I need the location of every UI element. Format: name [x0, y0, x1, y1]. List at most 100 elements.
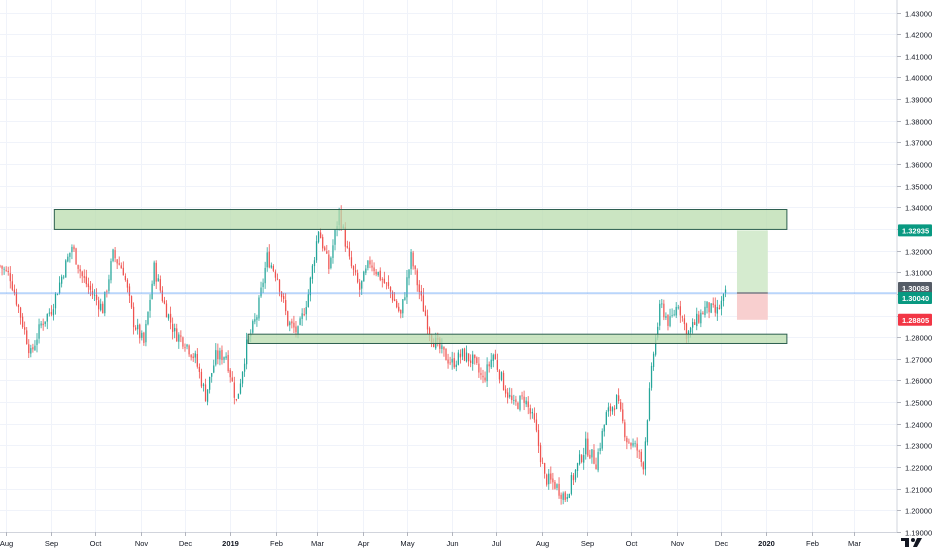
candle-body	[507, 392, 509, 398]
candle-body	[182, 337, 184, 347]
candle-body	[231, 377, 233, 382]
candle-body	[385, 282, 388, 284]
price-tick-label: 1.34000	[905, 204, 932, 213]
candle-body	[100, 303, 102, 311]
candle-body	[260, 287, 262, 297]
candle-body	[391, 291, 394, 301]
candle-body	[696, 313, 698, 327]
time-tick-label: Mar	[848, 539, 861, 548]
candle-body	[488, 364, 490, 367]
candle-body	[46, 313, 48, 322]
candle-body	[410, 251, 412, 269]
candle-body	[675, 306, 677, 316]
candle-body	[704, 306, 706, 316]
candle-body	[274, 271, 277, 278]
time-tick-label: 2020	[758, 539, 775, 548]
price-tick-label: 1.32000	[905, 248, 932, 257]
candle-body	[126, 280, 129, 288]
candle-body	[478, 363, 480, 373]
candle-body	[81, 271, 83, 277]
candle-body	[334, 230, 336, 245]
candle-body	[492, 354, 494, 361]
candle-body	[544, 463, 546, 474]
candle-body	[597, 452, 599, 471]
candle-body	[42, 323, 44, 326]
candle-body	[428, 328, 431, 335]
candle-body	[402, 299, 404, 314]
candle-body	[291, 321, 293, 324]
candle-body	[186, 344, 188, 347]
price-tick-label: 1.36000	[905, 161, 932, 170]
candle-body	[303, 314, 305, 316]
candle-body	[681, 316, 684, 318]
candle-body	[482, 375, 484, 378]
candle-body	[498, 370, 501, 380]
candlesticks	[0, 205, 727, 505]
time-tick-label: Dec	[715, 539, 729, 548]
candle-body	[677, 307, 679, 309]
candle-body	[414, 266, 416, 270]
candle-body	[694, 322, 696, 325]
candle-body	[75, 248, 77, 265]
candle-body	[217, 350, 219, 360]
candle-body	[34, 345, 36, 351]
candle-body	[221, 349, 223, 361]
resistance-zone[interactable]	[53, 209, 788, 230]
candle-body	[178, 334, 180, 342]
price-tick-label: 1.22000	[905, 464, 932, 473]
zones[interactable]	[53, 209, 788, 344]
candle-body	[209, 376, 211, 390]
candle-body	[527, 401, 529, 408]
candle-body	[418, 284, 420, 293]
candle-body	[373, 267, 375, 272]
long-position-tool[interactable]	[0, 230, 897, 320]
candle-body	[706, 301, 708, 308]
time-tick-label: Feb	[806, 539, 819, 548]
candle-body	[624, 422, 626, 438]
candle-body	[356, 272, 359, 283]
candle-body	[480, 373, 482, 375]
candle-body	[54, 293, 57, 309]
candle-body	[632, 443, 634, 446]
candle-body	[268, 251, 270, 268]
candle-body	[172, 323, 174, 332]
candle-body	[301, 313, 303, 319]
candle-body	[326, 251, 328, 254]
candle-body	[404, 297, 406, 300]
time-tick-label: Jul	[492, 539, 502, 548]
position-loss-area[interactable]	[736, 293, 768, 320]
candle-body	[328, 254, 330, 270]
candle-body	[3, 268, 5, 270]
candle-body	[461, 348, 464, 357]
candle-body	[332, 245, 334, 258]
candle-body	[163, 300, 166, 304]
candle-body	[539, 445, 542, 463]
candle-body	[299, 318, 301, 325]
time-tick-label: Aug	[0, 539, 13, 548]
price-tick-label: 1.25000	[905, 399, 932, 408]
position-profit-area[interactable]	[736, 230, 768, 294]
candle-body	[229, 369, 231, 378]
candle-body	[243, 363, 246, 372]
candle-body	[149, 299, 151, 311]
candle-body	[305, 307, 307, 315]
candle-body	[657, 326, 659, 338]
candle-body	[369, 260, 371, 265]
candle-body	[157, 278, 159, 282]
candle-body	[564, 492, 566, 500]
support-zone[interactable]	[247, 333, 788, 344]
candle-body	[311, 265, 314, 279]
candle-body	[396, 300, 398, 308]
candle-body	[611, 407, 614, 412]
time-axis[interactable]: Aug Sep Oct Nov Dec 2019 Feb Mar Apr May Jun Jul Aug…	[0, 532, 897, 548]
candle-body	[593, 450, 595, 464]
price-tick-label: 1.27000	[905, 356, 932, 365]
candle-body	[246, 339, 248, 365]
candle-body	[541, 462, 544, 464]
candle-body	[93, 294, 96, 296]
candle-body	[558, 483, 560, 496]
candle-body	[634, 443, 636, 445]
candle-body	[671, 314, 673, 316]
price-axis[interactable]: 1.19000 1.20000 1.21000 1.22000 1.23000 1.240…	[896, 0, 932, 538]
